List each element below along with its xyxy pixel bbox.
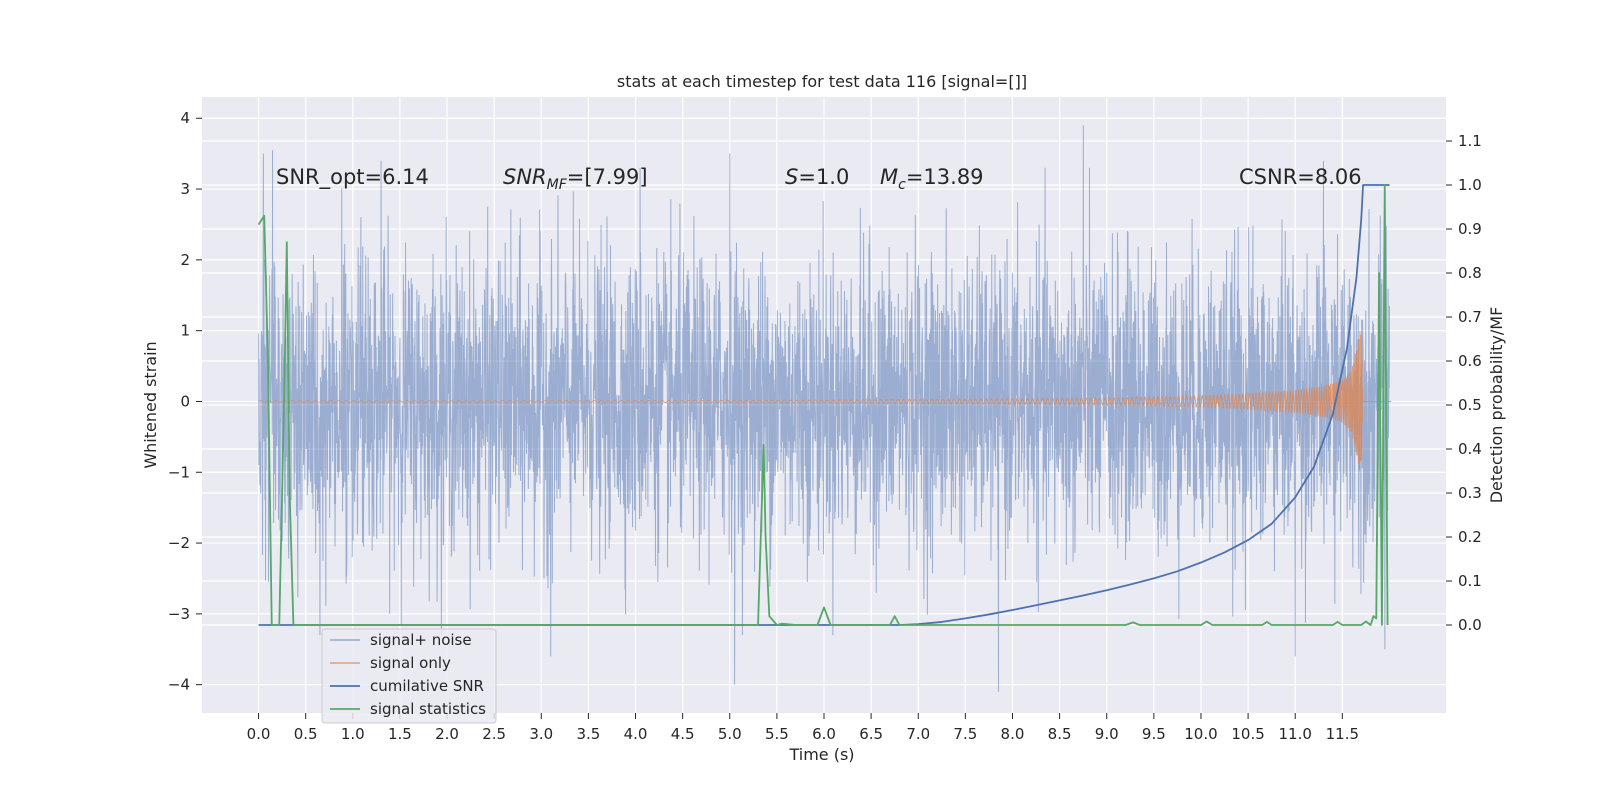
legend-label-cumulative-snr: cumilative SNR: [370, 677, 484, 695]
y-right-tick-label: 0.3: [1458, 484, 1482, 502]
x-tick-label: 0.0: [247, 725, 271, 743]
x-tick-label: 2.0: [435, 725, 459, 743]
snr-mf-value: =[7.99]: [567, 165, 648, 189]
y-axis-left: 4 3 2 1 0 −1 −2 −3 −4: [168, 109, 202, 694]
y-tick-label: −4: [168, 676, 190, 694]
y-tick-label: −3: [168, 605, 190, 623]
x-tick-label: 2.5: [482, 725, 506, 743]
y-right-tick-label: 1.1: [1458, 132, 1482, 150]
y-tick-label: 4: [180, 109, 190, 127]
x-tick-label: 6.0: [812, 725, 836, 743]
legend-box: [321, 628, 497, 724]
legend-label-signal-noise: signal+ noise: [370, 631, 472, 649]
x-tick-label: 4.5: [671, 725, 695, 743]
y-right-tick-label: 0.1: [1458, 572, 1482, 590]
annotations: SNR_opt=6.14 SNRMF=[7.99] S=1.0 Mc=13.89…: [276, 165, 1362, 193]
series-cumulative-snr: [258, 184, 1390, 626]
x-axis-label: Time (s): [788, 745, 854, 764]
series-signal-statistics: [257, 184, 1389, 626]
y-tick-label: 2: [180, 251, 190, 269]
y-right-tick-label: 0.6: [1458, 352, 1482, 370]
snr-opt-annotation: SNR_opt=6.14: [276, 165, 429, 190]
x-tick-label: 0.5: [294, 725, 318, 743]
y-axis-label-right: Detection probability/MF: [1487, 307, 1506, 504]
x-tick-label: 11.5: [1326, 725, 1359, 743]
snr-mf-annotation: SNRMF=[7.99]: [503, 165, 648, 193]
y-axis-label: Whitened strain: [141, 341, 160, 468]
x-tick-label: 9.0: [1095, 725, 1119, 743]
mc-subscript: c: [898, 177, 906, 193]
x-tick-label: 7.5: [953, 725, 977, 743]
legend-label-signal-only: signal only: [370, 654, 451, 672]
snr-mf-subscript: MF: [547, 177, 568, 193]
mc-symbol: M: [880, 165, 898, 189]
x-tick-label: 3.0: [529, 725, 553, 743]
s-symbol: S: [785, 165, 798, 189]
y-axis-right: 1.1 1.0 0.9 0.8 0.7 0.6 0.5 0.4 0.3 0.2 0.1 0.0: [1446, 132, 1482, 634]
x-tick-label: 5.0: [718, 725, 742, 743]
x-tick-label: 3.5: [576, 725, 600, 743]
y-tick-label: 0: [180, 392, 190, 410]
x-tick-label: 7.0: [906, 725, 930, 743]
series-layer: [257, 125, 1392, 692]
y-right-tick-label: 0.4: [1458, 440, 1482, 458]
y-right-tick-label: 0.9: [1458, 220, 1482, 238]
x-tick-label: 11.0: [1279, 725, 1312, 743]
x-tick-label: 6.5: [859, 725, 883, 743]
y-tick-label: 1: [180, 322, 190, 340]
y-right-tick-label: 0.5: [1458, 396, 1482, 414]
s-value: =1.0: [798, 165, 849, 189]
x-tick-label: 8.5: [1048, 725, 1072, 743]
y-right-tick-label: 0.8: [1458, 264, 1482, 282]
legend-label-signal-statistics: signal statistics: [370, 700, 486, 718]
x-tick-label: 8.0: [1001, 725, 1025, 743]
y-right-tick-label: 0.2: [1458, 528, 1482, 546]
s-annotation: S=1.0: [785, 165, 849, 189]
y-tick-label: −1: [168, 463, 190, 481]
series-signal-noise: [258, 125, 1390, 692]
y-right-tick-label: 0.0: [1458, 616, 1482, 634]
y-right-tick-label: 0.7: [1458, 308, 1482, 326]
mc-annotation: Mc=13.89: [880, 165, 984, 193]
x-tick-label: 5.5: [765, 725, 789, 743]
x-tick-label: 4.0: [624, 725, 648, 743]
legend: signal+ noise signal only cumilative SNR…: [321, 628, 497, 724]
x-tick-label: 1.5: [388, 725, 412, 743]
y-tick-label: −2: [168, 534, 190, 552]
y-right-tick-label: 1.0: [1458, 176, 1482, 194]
csnr-annotation: CSNR=8.06: [1239, 165, 1362, 189]
chart-title: stats at each timestep for test data 116…: [617, 72, 1027, 91]
x-tick-label: 1.0: [341, 725, 365, 743]
y-tick-label: 3: [180, 180, 190, 198]
x-tick-label: 10.5: [1231, 725, 1264, 743]
snr-mf-symbol: SNR: [503, 165, 547, 189]
mc-value: =13.89: [906, 165, 984, 189]
series-signal-only: [258, 330, 1392, 470]
x-tick-label: 9.5: [1142, 725, 1166, 743]
x-axis: 0.0 0.5 1.0 1.5 2.0 2.5 3.0 3.5 4.0 4.5 5.0 5.5 6.0 6…: [247, 713, 1359, 743]
x-tick-label: 10.0: [1184, 725, 1217, 743]
